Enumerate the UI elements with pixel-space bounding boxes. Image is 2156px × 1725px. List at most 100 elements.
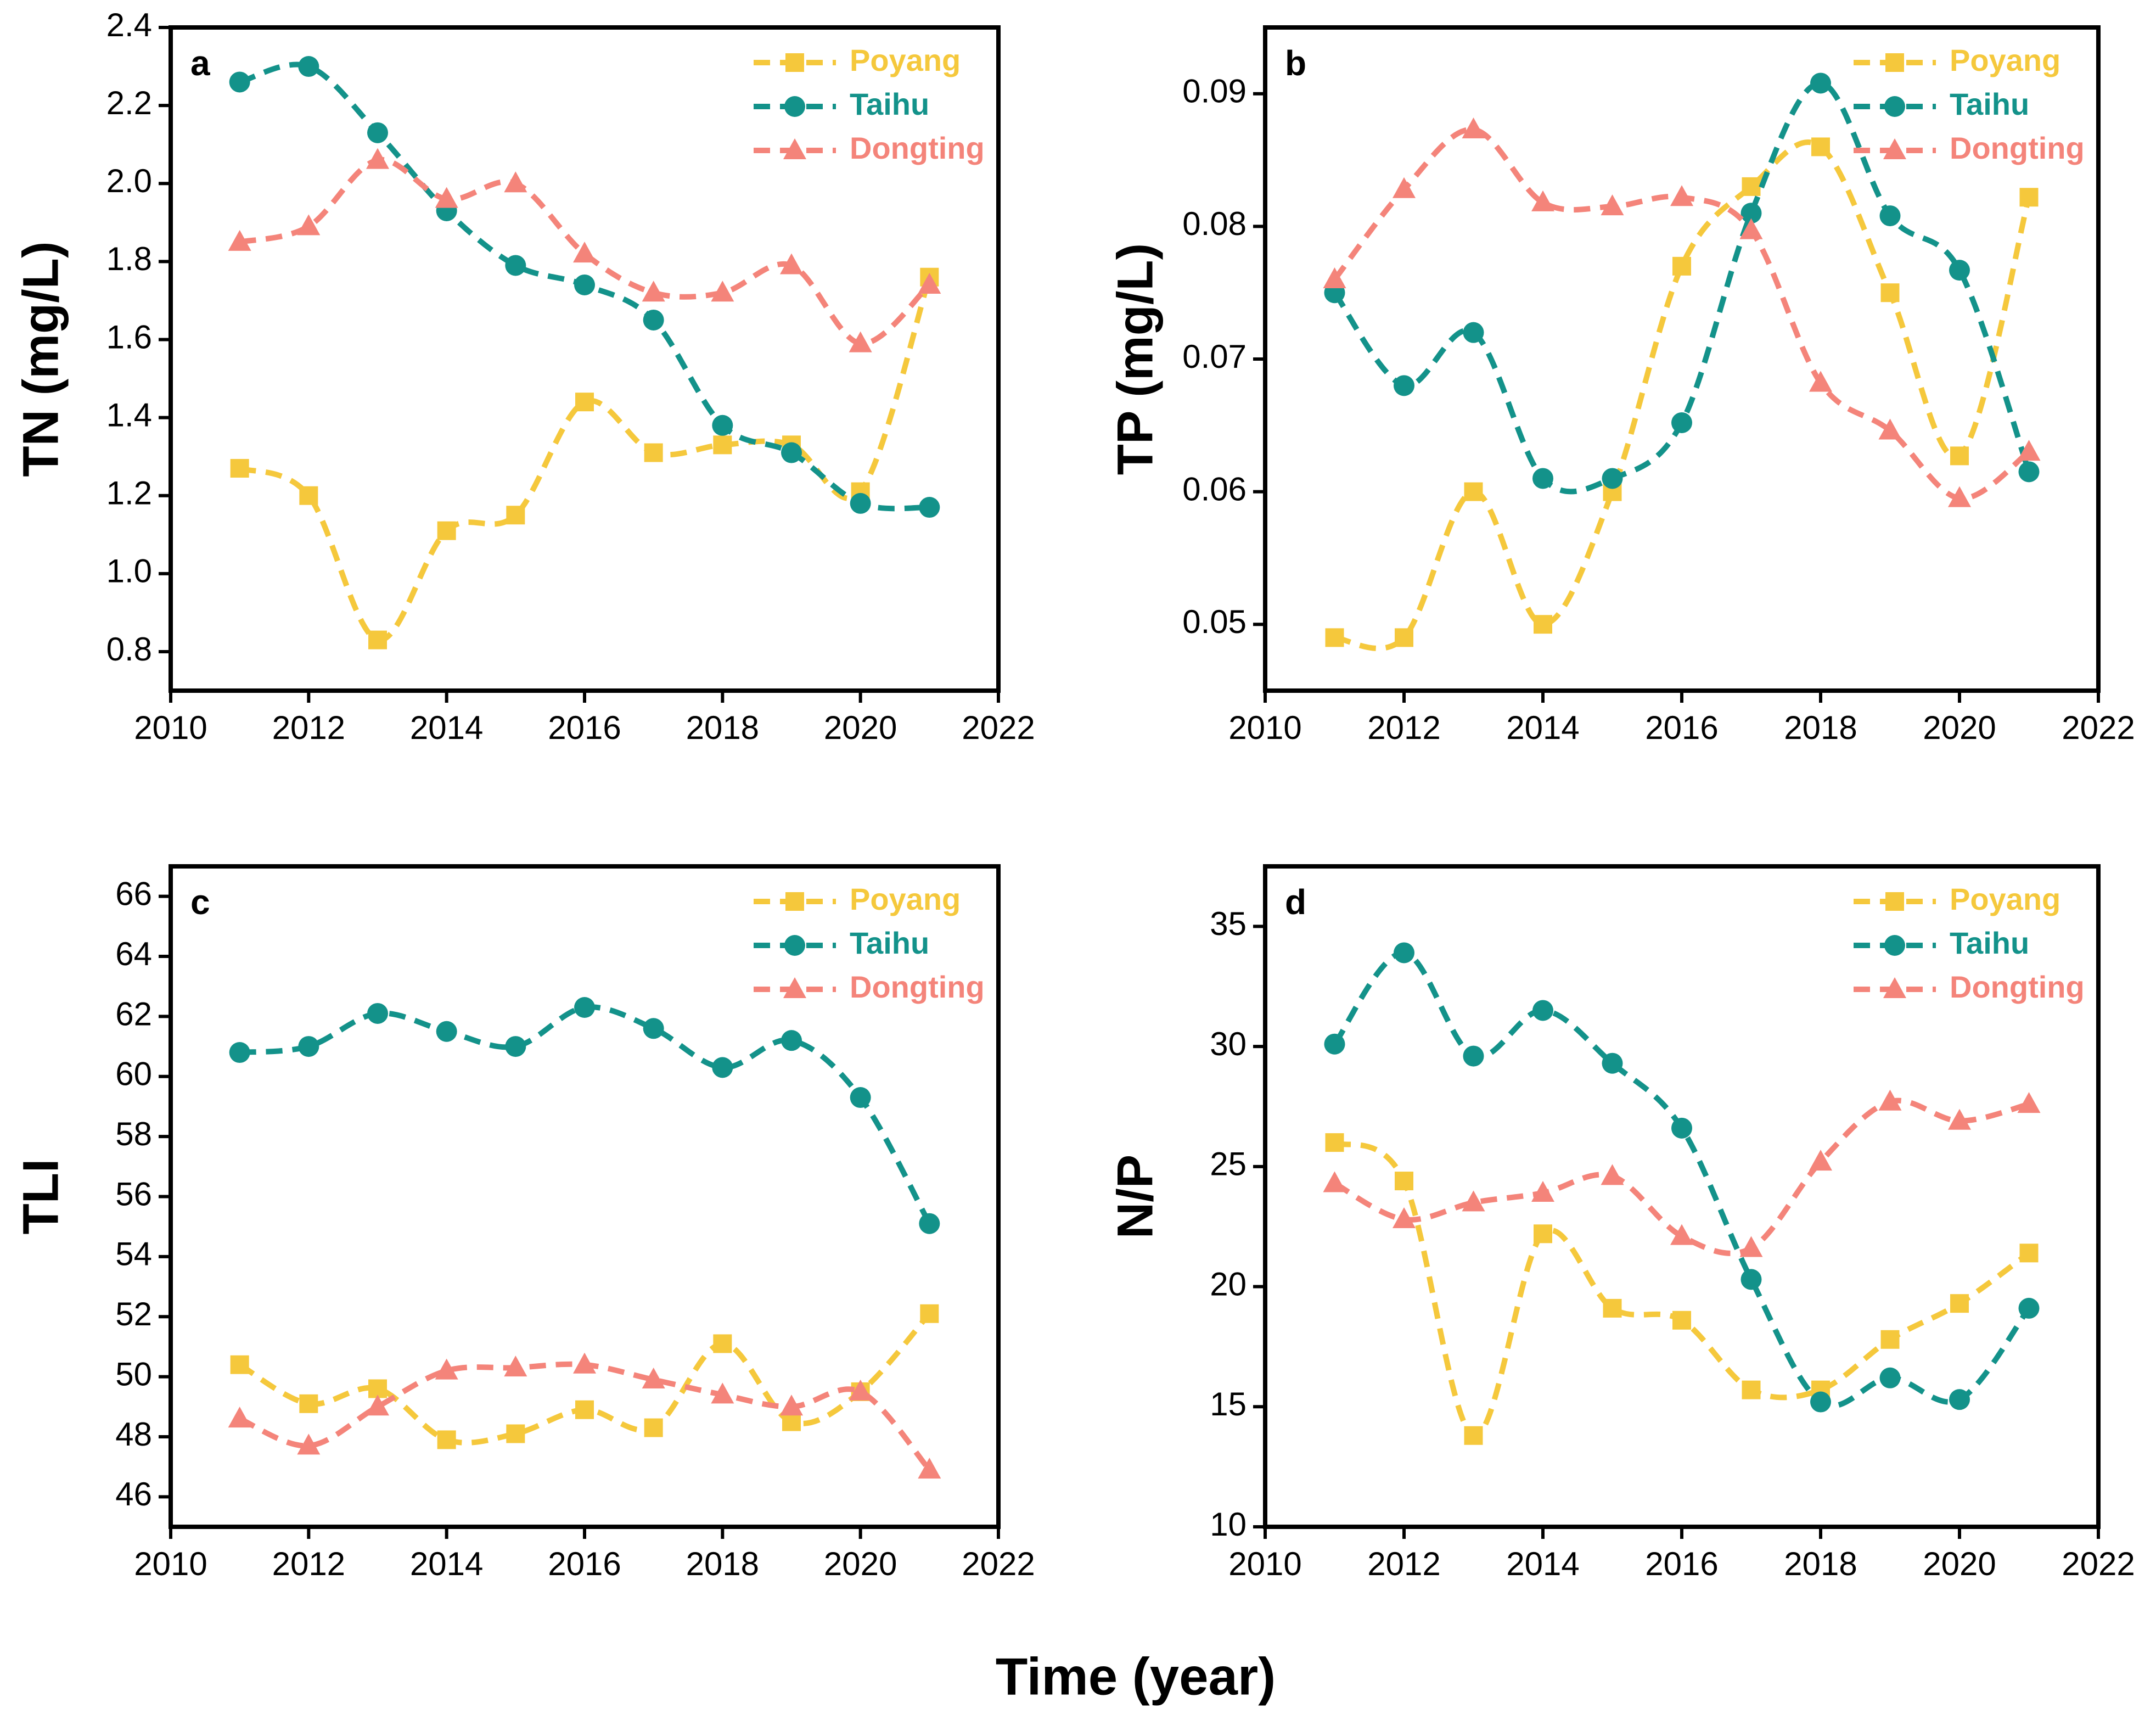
x-tick-label: 2014	[410, 1545, 483, 1582]
legend-marker	[783, 977, 806, 998]
series-line	[239, 157, 931, 346]
data-point	[782, 1412, 801, 1431]
x-tick-label: 2016	[548, 709, 621, 746]
x-tick-label: 2020	[1923, 709, 1996, 746]
data-point	[1739, 1236, 1763, 1257]
data-point	[1810, 1391, 1831, 1413]
data-point	[642, 1368, 665, 1389]
y-tick-label: 62	[115, 995, 152, 1032]
y-tick-label: 50	[115, 1356, 152, 1392]
legend-marker	[783, 138, 806, 159]
data-point	[713, 435, 732, 455]
data-point	[1393, 177, 1416, 198]
plot-frame	[169, 864, 1001, 1529]
data-point	[1532, 468, 1553, 489]
data-point	[574, 997, 595, 1018]
data-point	[1463, 1045, 1484, 1067]
legend-marker	[785, 53, 804, 72]
y-tick-label: 48	[115, 1416, 152, 1453]
y-tick-label: 0.09	[1182, 73, 1247, 110]
y-tick-label: 1.6	[106, 318, 152, 355]
panel-label: c	[190, 882, 210, 922]
panel-label: a	[190, 43, 210, 83]
x-tick-label: 2022	[2062, 1545, 2135, 1582]
data-point	[228, 1407, 251, 1428]
series-line	[238, 276, 933, 643]
legend-label: Taihu	[1950, 87, 2029, 121]
x-tick-label: 2016	[1645, 709, 1718, 746]
y-tick-label: 46	[115, 1476, 152, 1513]
x-tick-label: 2010	[1228, 1545, 1301, 1582]
data-point	[781, 442, 802, 463]
data-point	[504, 171, 527, 193]
data-point	[2017, 440, 2041, 461]
x-tick-label: 2022	[962, 709, 1035, 746]
data-point	[367, 1002, 388, 1024]
legend-label: Poyang	[1950, 43, 2060, 77]
data-point	[1740, 1269, 1762, 1290]
x-tick-label: 2018	[1784, 709, 1857, 746]
data-point	[1739, 218, 1763, 239]
data-point	[1949, 260, 1970, 281]
y-axis-title: N/P	[1107, 1155, 1163, 1239]
data-point	[1671, 412, 1692, 433]
data-point	[1394, 942, 1414, 964]
y-tick-label: 1.8	[106, 240, 152, 277]
data-point	[1534, 615, 1552, 634]
data-point	[1879, 1367, 1901, 1388]
data-point	[1950, 1294, 1969, 1313]
legend-marker	[785, 892, 804, 911]
y-tick-label: 52	[115, 1296, 152, 1332]
legend-marker	[1884, 935, 1905, 956]
legend-marker	[784, 96, 805, 117]
data-point	[230, 1355, 249, 1374]
data-point	[1602, 468, 1623, 489]
y-tick-label: 2.2	[106, 85, 152, 121]
data-point	[228, 229, 251, 251]
data-point	[1878, 418, 1902, 440]
data-point	[1462, 117, 1485, 139]
data-point	[1948, 1108, 1971, 1130]
data-point	[1532, 1000, 1553, 1021]
data-point	[1395, 628, 1413, 647]
data-point	[780, 1394, 803, 1416]
y-axis-title: TLI	[13, 1159, 69, 1235]
y-axis-title: TP (mg/L)	[1107, 243, 1163, 475]
x-tick-label: 2018	[686, 709, 759, 746]
data-point	[1603, 1298, 1622, 1318]
series-line	[1334, 139, 2032, 651]
legend-label: Poyang	[850, 43, 961, 77]
x-tick-label: 2014	[1506, 709, 1579, 746]
x-tick-label: 2012	[272, 709, 345, 746]
data-point	[298, 1036, 319, 1057]
data-point	[1463, 322, 1484, 343]
legend-label: Dongting	[1950, 970, 2085, 1004]
data-point	[297, 214, 321, 236]
legend-marker	[1883, 977, 1906, 998]
data-point	[229, 1042, 250, 1063]
data-point	[1464, 482, 1483, 501]
legend-label: Dongting	[1950, 131, 2085, 165]
data-point	[850, 492, 871, 514]
data-point	[435, 187, 458, 208]
y-tick-label: 0.8	[106, 631, 152, 668]
y-tick-label: 0.08	[1182, 205, 1247, 242]
data-point	[919, 1213, 940, 1234]
plot-frame	[1263, 25, 2101, 693]
data-point	[506, 1424, 525, 1443]
legend-marker	[1884, 96, 1905, 117]
x-tick-label: 2012	[1367, 1545, 1440, 1582]
x-tick-label: 2018	[686, 1545, 759, 1582]
legend-label: Dongting	[850, 131, 985, 165]
data-point	[1949, 1389, 1970, 1410]
x-tick-label: 2010	[1228, 709, 1301, 746]
data-point	[437, 521, 456, 540]
y-tick-label: 60	[115, 1056, 152, 1093]
legend-marker	[784, 935, 805, 956]
data-point	[1672, 1310, 1691, 1330]
y-tick-label: 1.0	[106, 553, 152, 590]
x-tick-label: 2020	[1923, 1545, 1996, 1582]
data-point	[573, 242, 596, 263]
data-point	[1670, 1224, 1693, 1245]
data-point	[643, 309, 664, 331]
